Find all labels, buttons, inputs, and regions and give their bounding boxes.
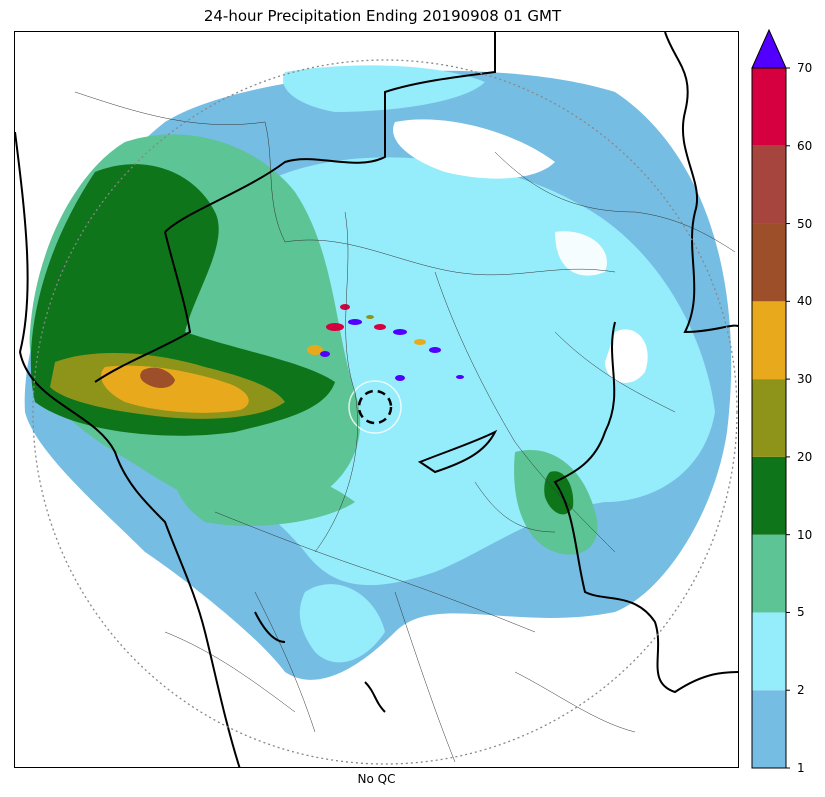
state-boundaries bbox=[15, 32, 738, 767]
colorbar-segment bbox=[752, 534, 786, 613]
colorbar-segment bbox=[752, 223, 786, 302]
colorbar-tick-label: 70 bbox=[797, 61, 813, 75]
colorbar-segment bbox=[752, 379, 786, 457]
map-title: 24-hour Precipitation Ending 20190908 01… bbox=[203, 7, 562, 25]
colorbar-tick-label: 1 bbox=[797, 761, 805, 775]
colorbar-segment bbox=[752, 690, 786, 768]
colorbar-tick-label: 2 bbox=[797, 683, 805, 698]
colorbar-tick-label: 30 bbox=[797, 372, 813, 387]
precip-band-2-5-north bbox=[283, 65, 485, 112]
colorbar-segment bbox=[752, 612, 786, 691]
colorbar-tick-label: 50 bbox=[797, 216, 813, 231]
colorbar-segment bbox=[752, 145, 786, 224]
colorbar-tick-label: 60 bbox=[797, 138, 813, 153]
x-axis-label: No QC bbox=[357, 772, 396, 786]
colorbar-segment bbox=[752, 68, 786, 146]
colorbar-frame bbox=[751, 67, 787, 769]
radar-center-ring bbox=[357, 389, 393, 425]
colorbar-tick-label: 40 bbox=[797, 294, 813, 309]
radar-map-canvas bbox=[15, 32, 738, 767]
precipitation-field bbox=[24, 65, 732, 680]
colorbar bbox=[751, 28, 790, 769]
colorbar-segment bbox=[752, 456, 786, 535]
district-boundaries bbox=[74, 91, 736, 763]
radar-range-ring bbox=[32, 59, 738, 765]
colorbar-tick-label: 10 bbox=[797, 527, 813, 542]
precip-band-5-10-mid bbox=[174, 452, 355, 526]
convective-cells bbox=[307, 304, 464, 381]
colorbar-tick-label: 5 bbox=[797, 605, 805, 620]
colorbar-extend-triangle bbox=[751, 28, 787, 69]
precip-band-2-5-south bbox=[299, 584, 385, 663]
colorbar-segment bbox=[752, 301, 786, 380]
precip-band-40-50 bbox=[140, 367, 175, 388]
colorbar-tick-label: 20 bbox=[797, 449, 813, 464]
radar-map bbox=[14, 31, 739, 768]
precip-band-30-40 bbox=[101, 365, 249, 413]
